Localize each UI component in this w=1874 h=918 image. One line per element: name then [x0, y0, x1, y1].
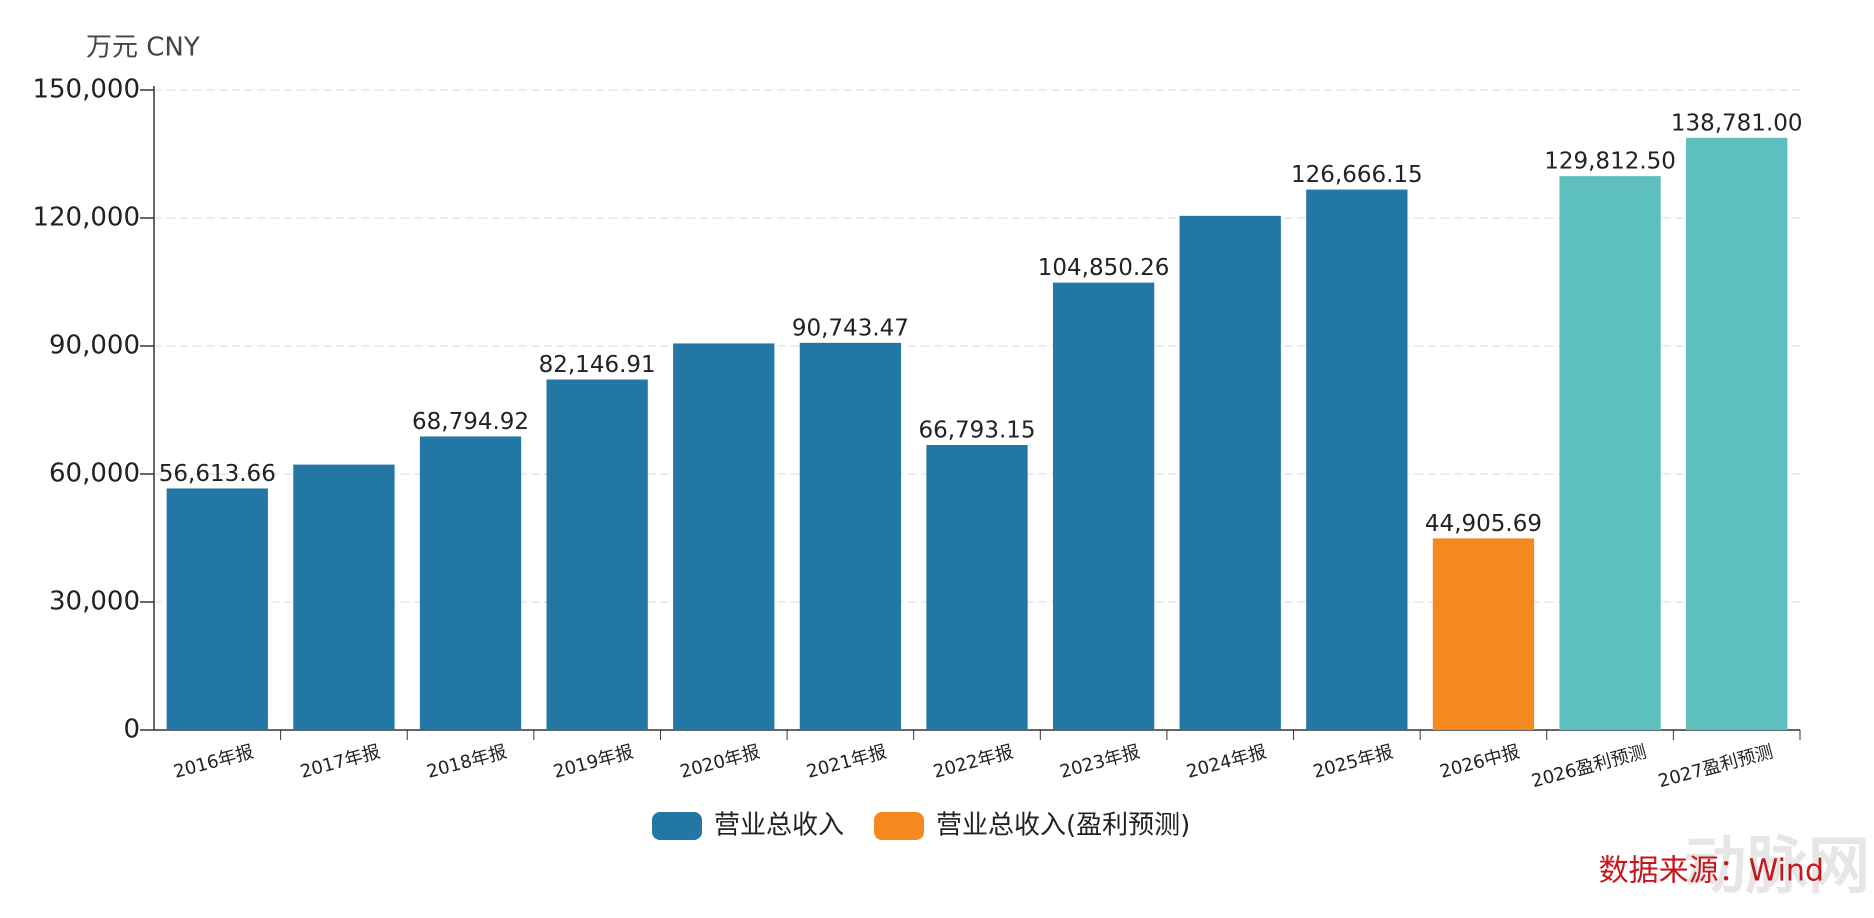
source: 数据来源：Wind: [1599, 854, 1824, 889]
unit-label: 万元 CNY: [86, 33, 200, 63]
legend-swatch: [874, 812, 925, 840]
y-tick-label: 120,000: [32, 203, 140, 233]
legend-label: 营业总收入(盈利预测): [936, 811, 1190, 841]
bar: [293, 464, 395, 730]
y-tick-label: 150,000: [32, 75, 140, 105]
bar: [799, 342, 902, 730]
x-tick-label: 2017年报: [298, 741, 382, 782]
value-label: 104,850.26: [1038, 255, 1170, 281]
bar: [1432, 538, 1535, 730]
x-tick-label: 2018年报: [425, 741, 509, 782]
x-tick-label: 2025年报: [1311, 741, 1395, 782]
bar: [1306, 189, 1408, 731]
watermark: 动脉网: [1684, 829, 1870, 902]
legend-label: 营业总收入: [714, 811, 844, 841]
value-label: 126,666.15: [1291, 162, 1423, 188]
y-tick-label: 30,000: [49, 587, 140, 617]
bar: [1559, 176, 1661, 731]
x-tick-label: 2026中报: [1438, 741, 1522, 782]
bar: [419, 436, 522, 730]
value-label: 68,794.92: [412, 409, 529, 435]
value-label: 138,781.00: [1671, 110, 1803, 136]
x-tick-label: 2021年报: [805, 741, 889, 782]
x-tick-label: 2019年报: [551, 741, 635, 782]
x-tick-label: 2020年报: [678, 741, 762, 782]
x-tick-label: 2022年报: [931, 741, 1015, 782]
y-tick-label: 0: [123, 715, 140, 745]
bar: [926, 445, 1028, 730]
bar: [1686, 137, 1788, 730]
bar: [1179, 215, 1281, 730]
value-label: 56,613.66: [159, 461, 276, 487]
x-tick-label: 2027盈利预测: [1656, 741, 1775, 792]
value-label: 90,743.47: [792, 315, 909, 341]
x-tick-label: 2024年报: [1184, 741, 1268, 782]
value-label: 44,905.69: [1425, 511, 1542, 537]
y-tick-label: 90,000: [49, 331, 140, 361]
value-label: 129,812.50: [1544, 149, 1676, 175]
x-tick-label: 2023年报: [1058, 741, 1142, 782]
x-tick-label: 2016年报: [171, 741, 255, 782]
y-tick-label: 60,000: [49, 459, 140, 489]
bar: [546, 379, 648, 730]
legend-swatch: [652, 812, 702, 840]
bar: [166, 488, 268, 730]
value-label: 82,146.91: [539, 352, 656, 378]
value-label: 66,793.15: [918, 418, 1035, 444]
bar: [673, 343, 775, 730]
bar: [1052, 282, 1155, 730]
x-tick-label: 2026盈利预测: [1529, 741, 1648, 792]
